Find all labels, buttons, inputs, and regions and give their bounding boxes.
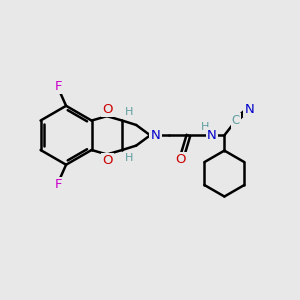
Text: O: O — [102, 154, 113, 167]
Text: F: F — [55, 178, 62, 191]
Text: C: C — [232, 114, 240, 127]
Text: O: O — [102, 103, 113, 116]
Text: O: O — [176, 153, 186, 166]
Text: N: N — [207, 129, 217, 142]
Text: F: F — [55, 80, 62, 93]
Text: H: H — [201, 122, 209, 132]
Text: H: H — [124, 107, 133, 117]
Text: N: N — [151, 129, 160, 142]
Text: H: H — [124, 153, 133, 163]
Text: N: N — [244, 103, 254, 116]
